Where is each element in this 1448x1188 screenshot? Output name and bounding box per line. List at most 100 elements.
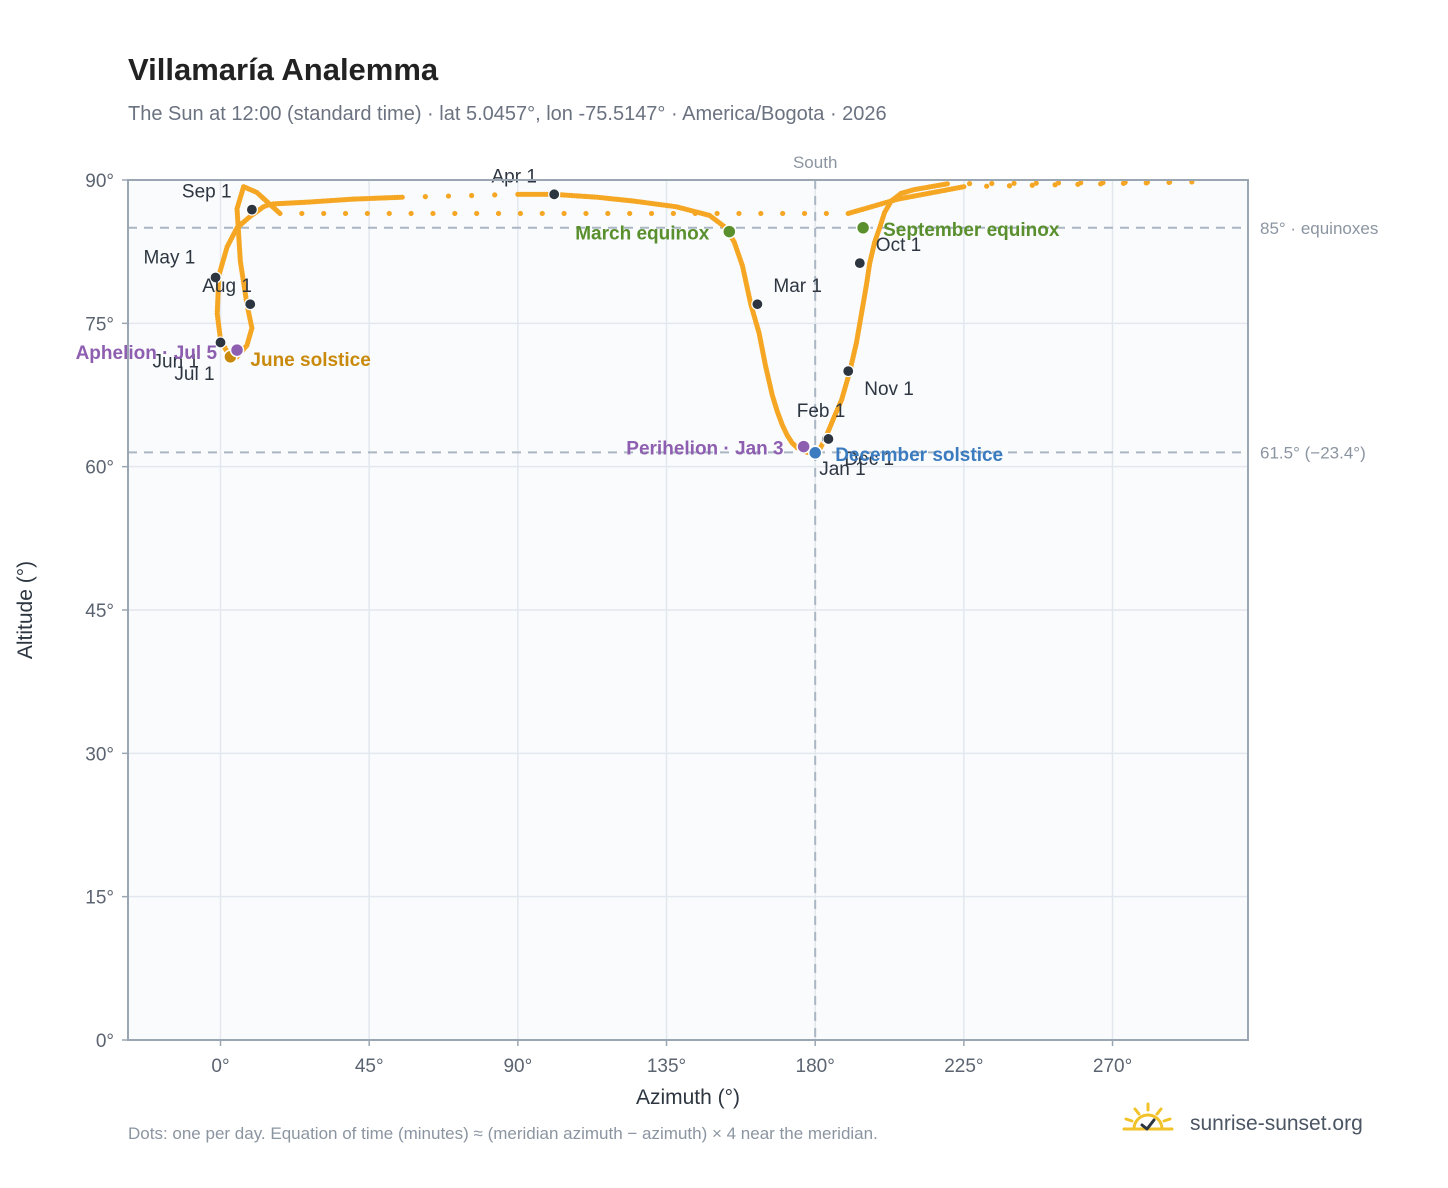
y-tick-label: 75°: [85, 314, 114, 335]
analemma-dot: [321, 210, 327, 217]
month-marker: [209, 271, 222, 284]
month-label: May 1: [144, 247, 196, 268]
month-marker: [842, 365, 855, 378]
event-marker: [855, 220, 871, 236]
event-marker: [722, 224, 737, 239]
analemma-dot: [299, 210, 305, 217]
month-label: Feb 1: [797, 401, 846, 422]
x-tick-label: 90°: [503, 1056, 532, 1077]
event-label: December solstice: [835, 445, 1003, 466]
month-label: Apr 1: [491, 166, 536, 187]
reference-label-altitude: 85° · equinoxes: [1260, 219, 1378, 238]
analemma-dot: [944, 181, 950, 187]
analemma-dot: [1098, 181, 1104, 187]
analemma-dot: [801, 210, 808, 217]
analemma-dot: [386, 210, 392, 217]
analemma-dot: [408, 210, 414, 217]
reference-label-altitude: 61.5° (−23.4°): [1260, 443, 1366, 462]
x-tick-label: 45°: [355, 1056, 384, 1077]
analemma-dot: [845, 210, 851, 217]
analemma-dot: [495, 210, 502, 217]
month-marker: [244, 298, 257, 311]
event-label: March equinox: [575, 224, 710, 245]
x-tick-label: 225°: [944, 1056, 983, 1077]
analemma-dot: [670, 210, 676, 217]
event-label: September equinox: [883, 220, 1060, 241]
month-label: Oct 1: [876, 235, 921, 256]
event-marker: [807, 445, 823, 461]
analemma-dot: [758, 210, 764, 217]
reference-label-south: South: [793, 153, 837, 172]
x-tick-label: 135°: [647, 1056, 686, 1077]
grid: [128, 179, 1248, 1041]
analemma-dot: [989, 180, 995, 187]
chart-subtitle: The Sun at 12:00 (standard time) · lat 5…: [128, 103, 887, 125]
analemma-dot: [736, 210, 742, 217]
month-marker: [548, 188, 561, 201]
brand-name: sunrise-sunset.org: [1190, 1112, 1363, 1135]
axes: 0° 45° 90° 135° 180° 225° 270° 0° 15° 30° 45° 60° 75…: [14, 171, 1132, 1109]
analemma-dot: [342, 210, 349, 217]
analemma-dot: [1006, 183, 1013, 189]
y-tick-label: 15°: [85, 888, 114, 909]
analemma-dot: [364, 210, 371, 217]
analemma-dot: [399, 194, 405, 200]
event-label: Aphelion · Jul 5: [76, 343, 218, 364]
y-tick-label: 90°: [85, 171, 114, 192]
month-label: Jul 1: [174, 364, 214, 385]
month-label: Nov 1: [864, 379, 914, 400]
analemma-dot: [583, 210, 589, 217]
analemma-dot: [468, 192, 475, 199]
x-axis-title: Azimuth (°): [636, 1086, 740, 1109]
analemma-dot: [1033, 180, 1039, 186]
analemma-dot: [780, 210, 786, 217]
analemma-dot: [984, 183, 990, 189]
x-tick-label: 0°: [211, 1056, 229, 1077]
analemma-dot: [1166, 179, 1172, 185]
sun-check-icon: [1122, 1102, 1174, 1131]
analemma-dot: [452, 210, 458, 217]
x-tick-label: 180°: [796, 1056, 835, 1077]
plot-frame: [127, 179, 1249, 1041]
analemma-dot: [445, 193, 452, 199]
footnote: Dots: one per day. Equation of time (min…: [128, 1124, 878, 1143]
month-label: Sep 1: [182, 182, 232, 203]
reference-lines: South 85° · equinoxes 61.5° (−23.4°): [128, 153, 1378, 1040]
analemma-dot: [474, 210, 480, 217]
analemma-dot: [714, 210, 720, 217]
month-label: Jan 1: [819, 459, 865, 480]
month-label: Dec 1: [844, 449, 894, 470]
y-axis-title: Altitude (°): [14, 561, 37, 659]
month-label: Jun 1: [153, 351, 199, 372]
month-marker: [214, 336, 227, 349]
y-tick-label: 0°: [96, 1031, 114, 1052]
analemma-dot: [561, 210, 567, 217]
analemma-dot: [627, 210, 633, 217]
event-marker: [229, 342, 245, 358]
event-label: June solstice: [250, 350, 370, 371]
analemma-dot: [1011, 180, 1017, 186]
analemma-dot: [966, 181, 973, 187]
month-marker: [822, 432, 835, 446]
event-markers: March equinox September equinox June solst…: [76, 220, 1060, 466]
y-tick-label: 60°: [85, 458, 114, 479]
analemma-dot: [517, 210, 523, 217]
analemma-dot: [1075, 181, 1081, 187]
event-marker: [796, 439, 811, 454]
y-tick-label: 45°: [85, 601, 114, 622]
chart-title: Villamaría Analemma: [128, 52, 439, 87]
analemma-dot: [648, 210, 655, 217]
analemma-dot: [430, 210, 436, 217]
month-label: Aug 1: [202, 276, 252, 297]
analemma-dot: [422, 194, 428, 200]
analemma-dot: [492, 192, 498, 198]
analemma-dot: [1052, 182, 1058, 188]
brand[interactable]: sunrise-sunset.org: [1120, 1100, 1420, 1150]
month-marker: [245, 203, 258, 216]
analemma-curve: [214, 179, 1195, 456]
x-tick-label: 270°: [1093, 1056, 1132, 1077]
analemma-dot: [823, 210, 829, 217]
analemma-dot: [1120, 180, 1127, 186]
